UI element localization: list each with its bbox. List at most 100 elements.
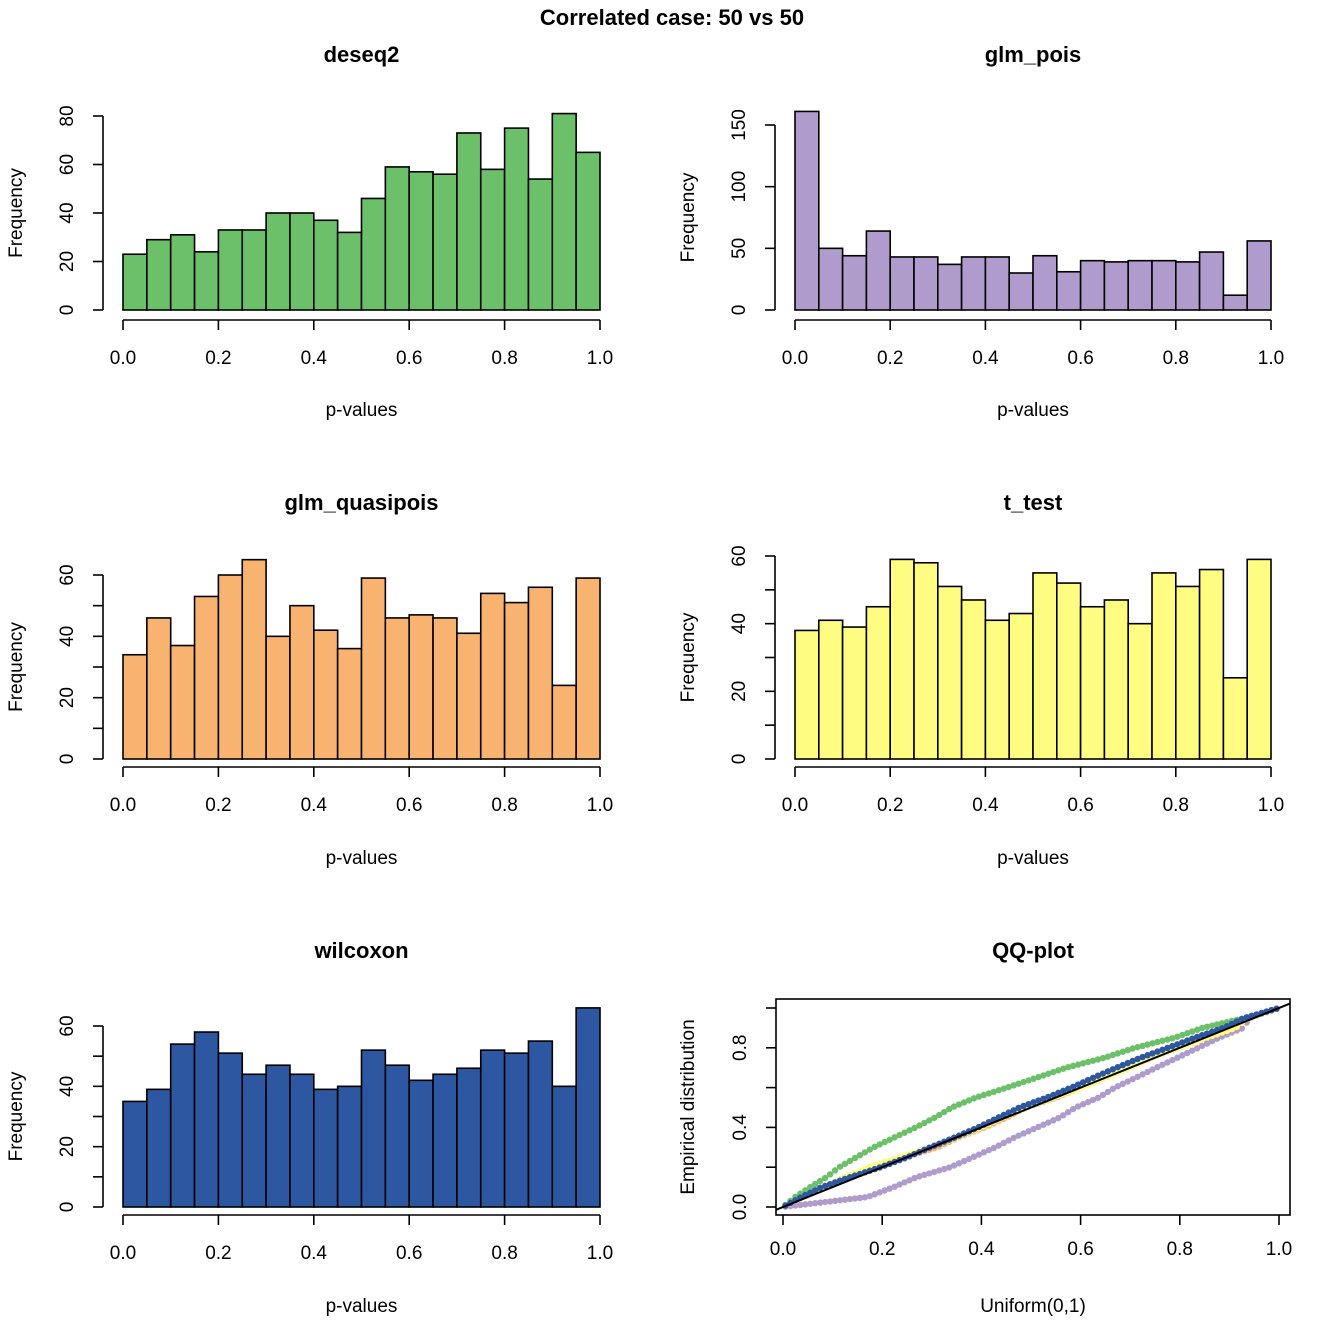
x-tick-label: 1.0 bbox=[1258, 348, 1284, 369]
x-axis-label: p-values bbox=[326, 848, 398, 869]
qq-point bbox=[1025, 1077, 1032, 1084]
qq-point bbox=[1169, 1056, 1176, 1064]
histogram-bar bbox=[503, 127, 530, 311]
histogram-bar bbox=[1198, 568, 1225, 760]
histogram-bar bbox=[984, 619, 1011, 760]
panel-title: glm_pois bbox=[985, 42, 1082, 67]
qq-point bbox=[1104, 1068, 1112, 1075]
histogram-bar bbox=[865, 230, 892, 311]
y-tick-label: 40 bbox=[57, 626, 78, 647]
qq-point bbox=[1089, 1057, 1097, 1064]
qq-point bbox=[1094, 1056, 1102, 1063]
qq-point bbox=[1000, 1111, 1007, 1119]
qq-point bbox=[836, 1177, 844, 1184]
histogram-bar bbox=[360, 577, 387, 760]
qq-point bbox=[1074, 1103, 1082, 1110]
qq-point bbox=[1094, 1094, 1102, 1102]
qq-point bbox=[1109, 1085, 1117, 1093]
qq-point bbox=[1119, 1048, 1126, 1055]
qq-point bbox=[1193, 1033, 1201, 1041]
qq-point bbox=[821, 1174, 829, 1182]
qq-point bbox=[812, 1180, 819, 1188]
histogram-bar bbox=[889, 558, 915, 760]
x-tick-label: 0.2 bbox=[205, 348, 231, 369]
x-tick-label: 0.6 bbox=[396, 795, 422, 816]
histogram-bar bbox=[1008, 272, 1034, 311]
qq-point bbox=[812, 1187, 819, 1194]
y-tick-label: 0.8 bbox=[730, 1035, 751, 1061]
x-tick-label: 0.4 bbox=[972, 795, 999, 816]
qq-point bbox=[876, 1189, 883, 1196]
qq-point bbox=[1060, 1112, 1067, 1119]
qq-point bbox=[841, 1160, 849, 1168]
y-tick-label: 0.4 bbox=[730, 1114, 751, 1141]
x-tick-label: 0.4 bbox=[301, 348, 328, 369]
histogram-bar bbox=[575, 151, 601, 311]
histogram-bar bbox=[865, 605, 892, 760]
qq-point bbox=[817, 1177, 824, 1185]
qq-point bbox=[960, 1099, 968, 1106]
qq-point bbox=[836, 1163, 844, 1170]
qq-point bbox=[1144, 1068, 1151, 1076]
qq-point bbox=[965, 1097, 973, 1104]
histogram-bar bbox=[384, 1064, 411, 1208]
histogram-bar bbox=[146, 238, 172, 311]
qq-point bbox=[1144, 1052, 1151, 1059]
histogram-bar bbox=[408, 614, 434, 760]
histogram-bar bbox=[1103, 261, 1130, 311]
qq-point bbox=[901, 1129, 908, 1136]
histogram-bar bbox=[551, 1085, 577, 1208]
histogram-wilcoxon: wilcoxon 0.0 0.2 0.4 0.6 0.8 1.0 p-values 0 20 40 6… bbox=[6, 938, 613, 1317]
qq-point bbox=[1179, 1039, 1186, 1046]
histogram-bar bbox=[817, 247, 844, 311]
qq-point bbox=[1218, 1020, 1226, 1027]
y-tick-label: 80 bbox=[57, 105, 78, 126]
qq-point bbox=[1015, 1104, 1022, 1112]
qq-point bbox=[1104, 1088, 1112, 1096]
qq-point bbox=[866, 1146, 873, 1153]
histogram-bar bbox=[122, 653, 148, 760]
qq-point bbox=[817, 1184, 824, 1192]
histogram-bar bbox=[1175, 261, 1201, 311]
histogram-bar bbox=[1222, 294, 1249, 311]
qq-point bbox=[1134, 1055, 1141, 1063]
qq-point bbox=[1010, 1134, 1017, 1142]
x-tick-label: 0.6 bbox=[396, 1243, 422, 1264]
qq-point bbox=[807, 1200, 814, 1207]
qq-point bbox=[1030, 1075, 1037, 1082]
histogram-bar bbox=[936, 585, 963, 760]
x-axis-label: p-values bbox=[997, 400, 1069, 421]
qq-point bbox=[1065, 1063, 1072, 1071]
histogram-bar bbox=[889, 256, 915, 311]
histogram-bar bbox=[432, 617, 458, 760]
qq-point bbox=[1015, 1080, 1022, 1087]
qq-point bbox=[1154, 1048, 1161, 1055]
qq-point bbox=[1015, 1132, 1022, 1139]
qq-point bbox=[1193, 1045, 1201, 1052]
qq-point bbox=[970, 1153, 978, 1160]
qq-point bbox=[1079, 1060, 1087, 1067]
qq-point bbox=[906, 1177, 913, 1184]
histogram-bar bbox=[241, 229, 267, 311]
qq-point bbox=[1025, 1100, 1032, 1108]
panel-title: glm_quasipois bbox=[284, 490, 438, 515]
y-tick-label: 0 bbox=[57, 1202, 78, 1213]
qq-point bbox=[1213, 1035, 1221, 1042]
x-tick-label: 0.2 bbox=[205, 1243, 231, 1264]
qq-point bbox=[1164, 1059, 1171, 1066]
qq-point bbox=[851, 1195, 859, 1202]
qq-point bbox=[1084, 1098, 1092, 1106]
qq-point bbox=[1099, 1054, 1107, 1062]
qq-point bbox=[1050, 1117, 1057, 1124]
qq-point bbox=[831, 1197, 839, 1205]
histogram-bar bbox=[503, 1052, 530, 1208]
qq-point bbox=[831, 1167, 839, 1174]
qq-point bbox=[965, 1155, 973, 1163]
qq-point bbox=[891, 1183, 898, 1190]
y-tick-label: 60 bbox=[57, 154, 78, 175]
qq-point bbox=[975, 1093, 983, 1100]
qq-point bbox=[921, 1119, 928, 1127]
qq-point bbox=[1079, 1079, 1087, 1086]
histogram-bar bbox=[479, 168, 506, 311]
qq-point bbox=[1055, 1114, 1062, 1122]
